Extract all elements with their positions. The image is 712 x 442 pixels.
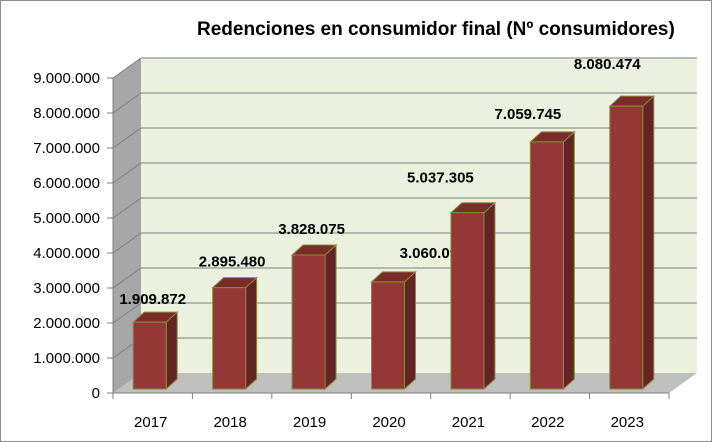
side-wall [113,58,141,393]
x-tick-label: 2022 [531,414,564,431]
bar-side [165,311,178,391]
x-tick-label: 2018 [213,414,246,431]
bar [132,321,167,390]
x-tick-label: 2017 [134,414,167,431]
chart-title: Redenciones en consumidor final (Nº cons… [197,19,675,40]
bar [212,287,247,390]
gridline-side [112,232,142,254]
x-tick-label: 2020 [372,414,405,431]
gridline-side [112,92,142,114]
bar [609,105,644,390]
data-label: 5.037.305 [407,170,474,187]
bar [529,141,564,390]
gridline-side [112,197,142,219]
y-tick-label: 0 [92,385,100,402]
bar-side [404,270,416,391]
data-label: 1.909.872 [119,291,186,308]
x-tick-label: 2019 [293,414,326,431]
x-tick-label: 2021 [452,414,485,431]
gridline-side [112,267,142,289]
data-label: 8.080.474 [574,56,641,73]
bar [371,281,405,390]
bar [450,212,485,390]
bar-side [562,130,575,391]
data-label: 3.060.096 [400,245,467,262]
gridline-side [112,162,142,184]
data-label: 7.059.745 [494,106,561,123]
bar-side [245,276,258,391]
gridline-side [112,302,142,324]
gridline-side [112,57,142,79]
bar-side [483,201,496,391]
y-tick-label: 2.000.000 [33,315,100,332]
data-label: 2.895.480 [199,254,266,271]
y-tick-label: 9.000.000 [33,70,100,87]
y-tick-label: 4.000.000 [33,245,100,262]
y-tick-label: 7.000.000 [33,140,100,157]
bar-side [642,95,655,391]
bar-side [324,243,337,391]
y-tick-label: 1.000.000 [33,350,100,367]
data-label: 3.828.075 [278,221,345,238]
gridline-side [112,127,142,149]
y-tick-label: 5.000.000 [33,210,100,227]
y-tick-label: 3.000.000 [33,280,100,297]
y-tick-label: 8.000.000 [33,105,100,122]
y-tick-label: 6.000.000 [33,175,100,192]
bar [291,254,326,390]
x-tick-label: 2023 [611,414,644,431]
